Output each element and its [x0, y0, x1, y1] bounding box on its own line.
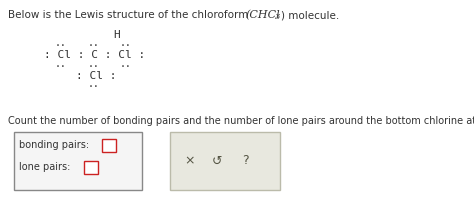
Text: 3: 3	[275, 13, 281, 21]
Text: ) molecule.: ) molecule.	[281, 10, 339, 20]
Text: ··: ··	[120, 41, 132, 51]
Text: lone pairs:: lone pairs:	[19, 162, 70, 172]
Text: ··: ··	[120, 62, 132, 72]
Text: ··: ··	[88, 62, 100, 72]
Bar	[84, 161, 98, 174]
Text: ··: ··	[88, 41, 100, 51]
Text: ↺: ↺	[212, 155, 222, 167]
Text: (CHCl: (CHCl	[246, 10, 281, 20]
Text: Below is the Lewis structure of the chloroform: Below is the Lewis structure of the chlo…	[8, 10, 252, 20]
Bar	[170, 132, 280, 190]
Text: bonding pairs:: bonding pairs:	[19, 140, 89, 150]
Bar	[14, 132, 142, 190]
Text: : Cl :: : Cl :	[76, 71, 117, 81]
Text: ··: ··	[55, 62, 67, 72]
Text: : Cl : C : Cl :: : Cl : C : Cl :	[44, 50, 145, 60]
Text: ×: ×	[184, 155, 194, 167]
Bar	[102, 139, 116, 152]
Text: ··: ··	[55, 41, 67, 51]
Text: ··: ··	[88, 82, 100, 92]
Text: ?: ?	[242, 155, 249, 167]
Text: Count the number of bonding pairs and the number of lone pairs around the bottom: Count the number of bonding pairs and th…	[8, 116, 474, 126]
Text: H: H	[113, 30, 120, 40]
